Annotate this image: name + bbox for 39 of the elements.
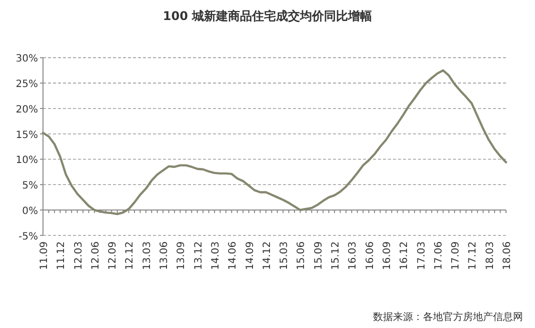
x-tick-label: 17.12	[468, 241, 479, 270]
x-tick-label: 17.06	[433, 241, 444, 270]
x-tick-label: 14.03	[210, 241, 222, 270]
x-tick-label: 13.06	[159, 241, 170, 270]
x-tick-label: 13.03	[142, 241, 153, 270]
x-tick-label: 11.12	[56, 241, 68, 270]
x-tick-label: 12.06	[90, 241, 102, 270]
x-tick-label: 18.03	[484, 241, 496, 270]
line-series	[42, 69, 508, 216]
x-tick-label: 13.09	[176, 241, 188, 270]
x-tick-label: 17.03	[416, 241, 428, 270]
y-tick-label: 10%	[16, 155, 38, 166]
x-tick-label: 13.12	[193, 241, 204, 270]
x-tick-label: 12.12	[124, 241, 136, 270]
y-tick-label: 15%	[16, 130, 38, 141]
x-tick-label: 16.03	[348, 241, 359, 270]
x-tick-label: 12.09	[108, 241, 119, 270]
y-tick-label: 5%	[22, 180, 38, 192]
y-tick-label: -5%	[18, 231, 38, 242]
y-tick-label: 20%	[16, 104, 38, 116]
y-tick-label: 25%	[16, 79, 38, 90]
x-tick-label: 15.09	[313, 241, 324, 270]
x-tick-label: 15.03	[279, 241, 290, 270]
x-tick-label: 12.03	[73, 241, 84, 270]
x-tick-label: 17.09	[450, 241, 462, 270]
x-tick-label: 16.06	[364, 241, 376, 270]
x-tick-label: 15.12	[330, 241, 342, 270]
source-note: 数据来源：各地官方房地产信息网	[373, 311, 523, 323]
y-tick-label: 30%	[16, 54, 38, 65]
x-tick-label: 16.09	[382, 241, 393, 270]
x-tick-label: 16.12	[399, 241, 410, 270]
chart-title: 100 城新建商品住宅成交均价同比增幅	[162, 9, 372, 23]
x-tick-label: 14.12	[262, 241, 273, 270]
x-tick-label: 18.06	[502, 241, 513, 270]
x-tick-label: 14.06	[228, 241, 239, 270]
x-tick-label: 15.06	[296, 241, 308, 270]
y-tick-label: 0%	[22, 206, 38, 217]
x-tick-label: 14.09	[244, 241, 256, 270]
x-tick-label: 11.09	[39, 241, 50, 270]
